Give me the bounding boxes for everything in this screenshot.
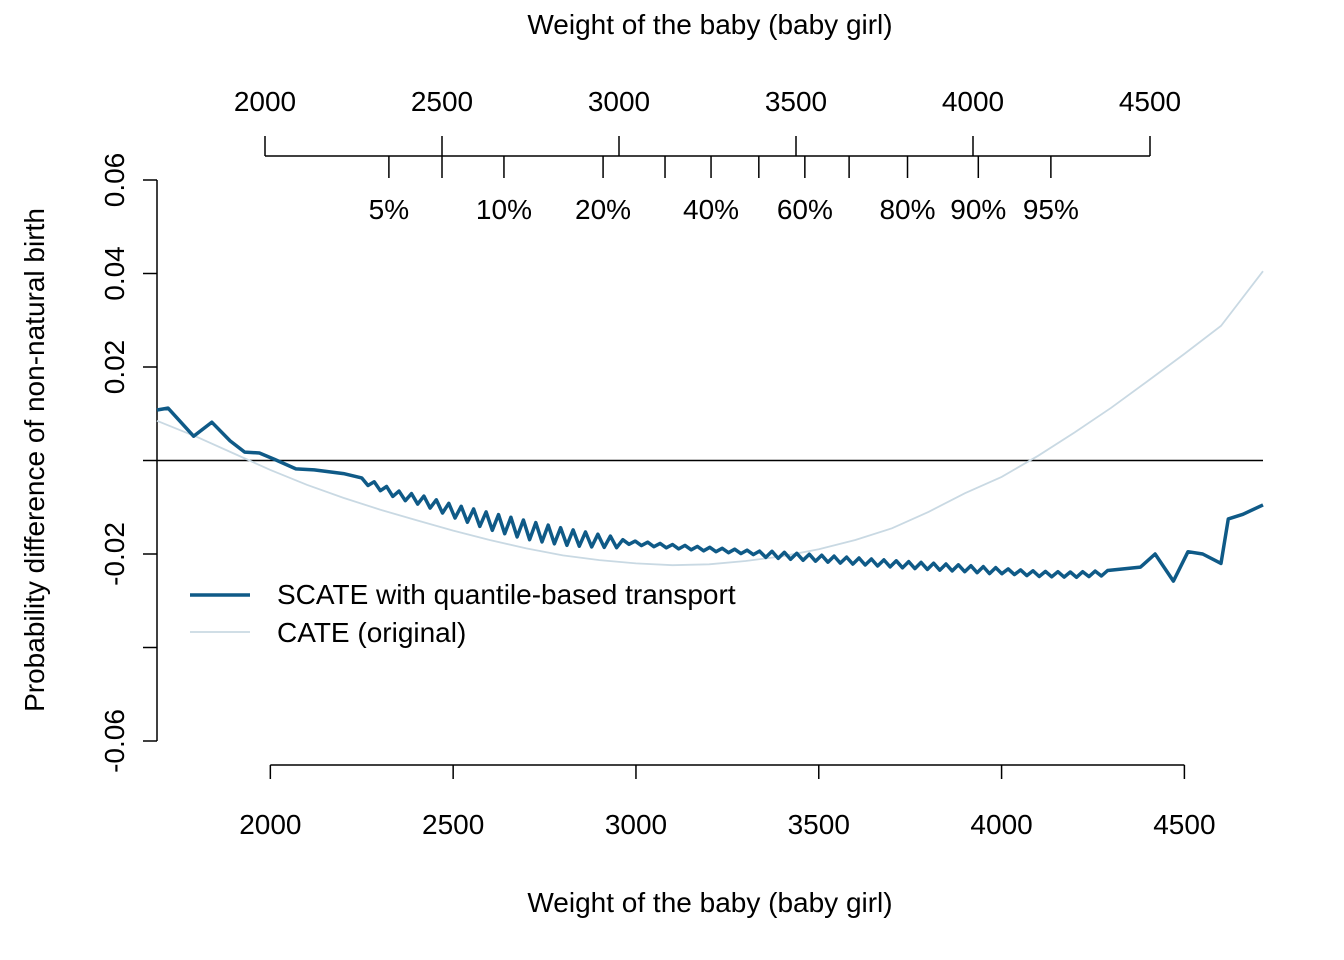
x-tick-label: 3500 — [788, 809, 850, 840]
x-tick-label: 2000 — [239, 809, 301, 840]
y-tick-label: 0.04 — [99, 246, 130, 301]
quantile-label: 5% — [369, 194, 409, 225]
quantile-label: 80% — [879, 194, 935, 225]
top-tick-label: 3000 — [588, 86, 650, 117]
top-tick-label: 2000 — [234, 86, 296, 117]
top-axis-title: Weight of the baby (baby girl) — [527, 9, 892, 40]
y-tick-label: 0.02 — [99, 340, 130, 395]
y-tick-label: 0.06 — [99, 153, 130, 208]
series-line-cate — [156, 270, 1264, 567]
x-tick-label: 3000 — [605, 809, 667, 840]
quantile-label: 90% — [950, 194, 1006, 225]
legend: SCATE with quantile-based transport CATE… — [190, 579, 736, 648]
top-tick-label: 2500 — [411, 86, 473, 117]
y-axis-label: Probability difference of non-natural bi… — [19, 208, 50, 712]
series-line-scate — [156, 406, 1264, 583]
plot-area — [156, 270, 1264, 583]
x-tick-label: 4000 — [970, 809, 1032, 840]
x-tick-label: 2500 — [422, 809, 484, 840]
y-tick-label: -0.06 — [99, 709, 130, 773]
top-tick-label: 4500 — [1119, 86, 1181, 117]
quantile-label: 10% — [476, 194, 532, 225]
top-tick-label: 3500 — [765, 86, 827, 117]
x-axis-label: Weight of the baby (baby girl) — [527, 887, 892, 918]
quantile-label: 40% — [683, 194, 739, 225]
quantile-label: 60% — [777, 194, 833, 225]
y-tick-label: -0.02 — [99, 522, 130, 586]
quantile-label: 20% — [575, 194, 631, 225]
x-axis: 2000 2500 3000 3500 4000 4500 — [239, 764, 1216, 840]
x-tick-label: 4500 — [1153, 809, 1215, 840]
quantile-label: 95% — [1023, 194, 1079, 225]
top-axis: 2000 2500 3000 3500 4000 4500 5% 10% 20% 40% 60% 80… — [234, 86, 1181, 225]
legend-label-cate: CATE (original) — [277, 617, 466, 648]
legend-label-scate: SCATE with quantile-based transport — [277, 579, 736, 610]
y-axis: 0.06 0.04 0.02 -0.02 -0.06 — [99, 153, 158, 773]
top-tick-label: 4000 — [942, 86, 1004, 117]
